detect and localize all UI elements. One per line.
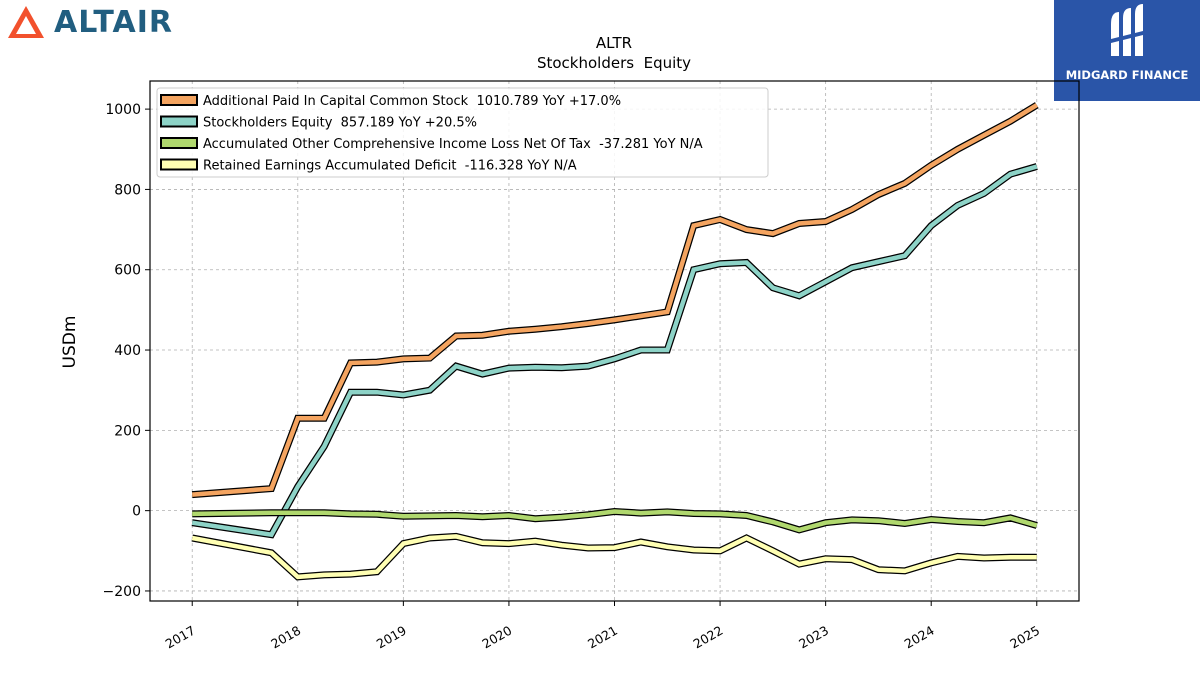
y-tick-label: 400 xyxy=(114,343,141,359)
legend-label: Stockholders Equity 857.189 YoY +20.5% xyxy=(203,116,477,131)
midgard-finance-logo: MIDGARD FINANCE xyxy=(1054,0,1200,101)
series-line xyxy=(191,164,1038,538)
x-tick-label: 2017 xyxy=(163,623,198,652)
y-tick-label: 800 xyxy=(114,182,141,198)
x-tick-label: 2018 xyxy=(268,623,303,652)
altair-logo: ALTAIR xyxy=(6,4,173,40)
series-line xyxy=(192,103,1038,497)
legend-swatch xyxy=(160,94,198,106)
x-tick-label: 2019 xyxy=(374,623,409,652)
x-tick-label: 2021 xyxy=(585,623,620,652)
altair-logo-icon xyxy=(8,6,44,38)
y-tick-label: −200 xyxy=(103,584,141,600)
series-line xyxy=(191,534,1037,580)
chart-subtitle: Stockholders Equity xyxy=(537,54,691,72)
y-tick-label: 200 xyxy=(114,423,141,439)
y-tick-label: 0 xyxy=(132,504,141,520)
legend-swatch xyxy=(160,137,198,149)
y-tick-label: 1000 xyxy=(105,102,141,118)
x-tick-label: 2023 xyxy=(796,623,831,652)
legend-label: Accumulated Other Comprehensive Income L… xyxy=(203,137,703,152)
legend-swatch xyxy=(160,158,198,171)
x-tick-label: 2020 xyxy=(479,623,514,652)
legend-swatch xyxy=(160,115,198,128)
legend-label: Retained Earnings Accumulated Deficit -1… xyxy=(203,159,577,174)
x-tick-label: 2024 xyxy=(902,623,937,652)
midgard-logo-icon xyxy=(1107,4,1147,56)
midgard-logo-text: MIDGARD FINANCE xyxy=(1065,68,1189,82)
x-tick-label: 2022 xyxy=(691,623,726,652)
altair-logo-text: ALTAIR xyxy=(54,4,173,40)
y-axis-label: USDm xyxy=(60,316,80,369)
y-tick-label: 600 xyxy=(114,263,141,279)
series-line xyxy=(192,509,1038,533)
x-tick-label: 2025 xyxy=(1007,623,1042,652)
legend-box xyxy=(156,87,769,178)
chart-title: ALTR xyxy=(596,34,632,52)
legend-label: Additional Paid In Capital Common Stock … xyxy=(203,94,621,109)
